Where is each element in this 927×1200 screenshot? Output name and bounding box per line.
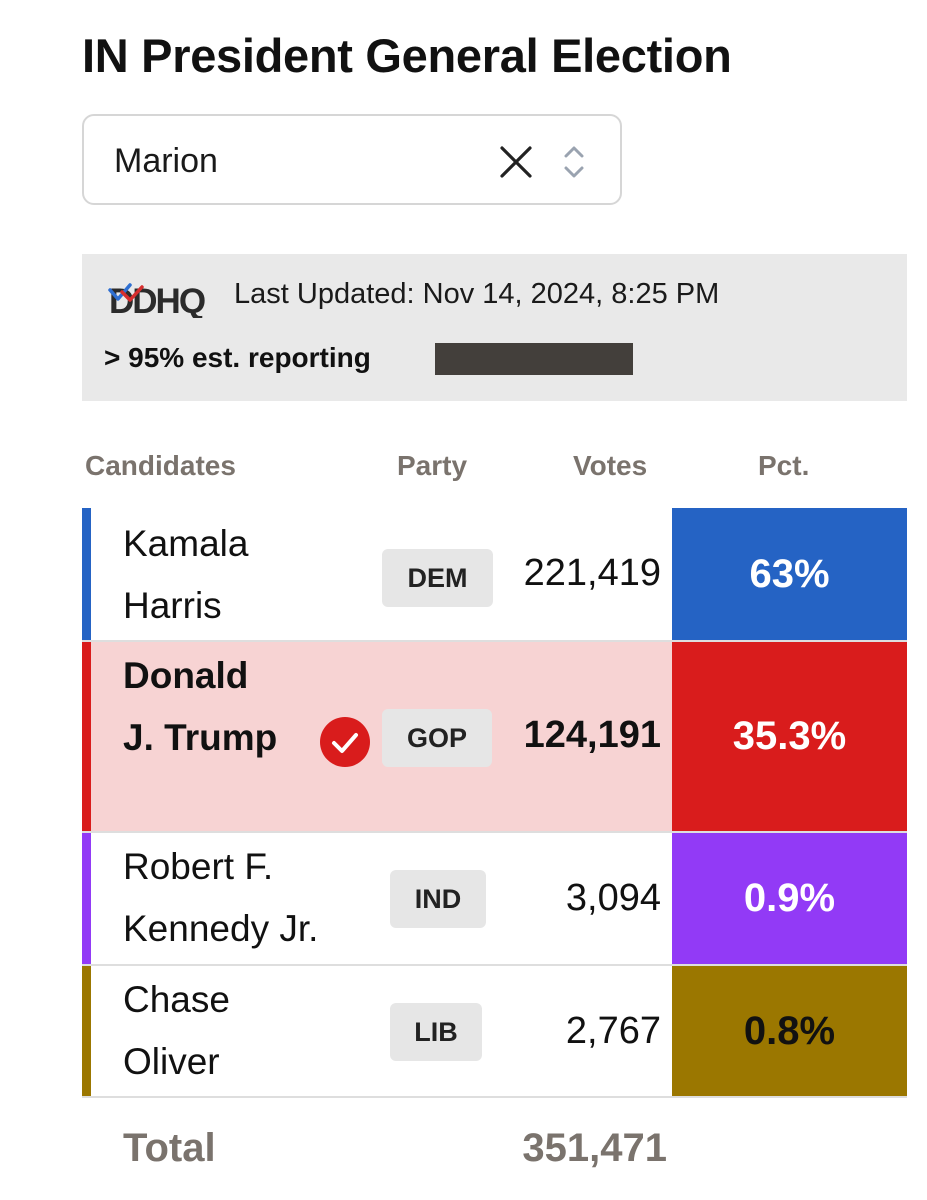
- candidate-pct: 0.9%: [672, 833, 907, 964]
- party-color-bar: [82, 508, 91, 640]
- party-color-bar: [82, 642, 91, 831]
- reporting-text: > 95% est. reporting: [104, 342, 371, 373]
- check-circle-icon: [320, 717, 370, 767]
- party-color-bar: [82, 833, 91, 964]
- candidate-pct: 35.3%: [672, 642, 907, 831]
- total-votes: 351,471: [522, 1126, 667, 1170]
- party-badge: IND: [390, 870, 486, 928]
- candidate-pct: 63%: [672, 508, 907, 640]
- party-badge: DEM: [382, 549, 493, 607]
- county-select-value: Marion: [114, 142, 218, 180]
- page-title: IN President General Election: [82, 29, 732, 82]
- party-badge: GOP: [382, 709, 492, 767]
- candidate-votes: 2,767: [565, 1010, 661, 1052]
- party-color-bar: [82, 966, 91, 1096]
- candidate-votes: 221,419: [523, 552, 661, 594]
- candidate-name: Chase Oliver: [123, 979, 230, 1082]
- reporting-progress-fill: [435, 343, 633, 375]
- row-divider: [82, 1096, 907, 1098]
- party-badge: LIB: [390, 1003, 482, 1061]
- row-divider: [82, 640, 907, 642]
- county-select[interactable]: Marion: [82, 114, 622, 205]
- candidate-row: Donald J. Trump GOP 124,191 35.3%: [82, 642, 907, 831]
- reporting-progress-bar: [435, 343, 643, 375]
- candidate-votes: 124,191: [523, 714, 661, 756]
- column-header-candidates: Candidates: [85, 450, 236, 481]
- candidate-name: Kamala Harris: [123, 523, 249, 626]
- column-header-party: Party: [397, 450, 468, 481]
- candidate-row: Chase Oliver LIB 2,767 0.8%: [82, 966, 907, 1096]
- candidate-pct: 0.8%: [672, 966, 907, 1096]
- row-divider: [82, 964, 907, 966]
- candidate-row: Robert F. Kennedy Jr. IND 3,094 0.9%: [82, 833, 907, 964]
- candidate-name: Robert F. Kennedy Jr.: [123, 846, 319, 949]
- chevron-up-down-icon[interactable]: [561, 142, 587, 182]
- row-divider: [82, 831, 907, 833]
- candidate-name: Donald J. Trump: [123, 655, 278, 758]
- results-banner: DDHQ Last Updated: Nov 14, 2024, 8:25 PM…: [82, 254, 907, 401]
- candidate-row: Kamala Harris DEM 221,419 63%: [82, 508, 907, 640]
- column-header-votes: Votes: [573, 450, 648, 481]
- last-updated-text: Last Updated: Nov 14, 2024, 8:25 PM: [234, 278, 720, 310]
- svg-text:DDHQ: DDHQ: [109, 282, 205, 318]
- candidate-votes: 3,094: [565, 877, 661, 919]
- close-icon[interactable]: [496, 142, 536, 182]
- column-header-pct: Pct.: [758, 450, 810, 481]
- total-label: Total: [123, 1126, 216, 1170]
- ddhq-logo: DDHQ: [108, 282, 207, 318]
